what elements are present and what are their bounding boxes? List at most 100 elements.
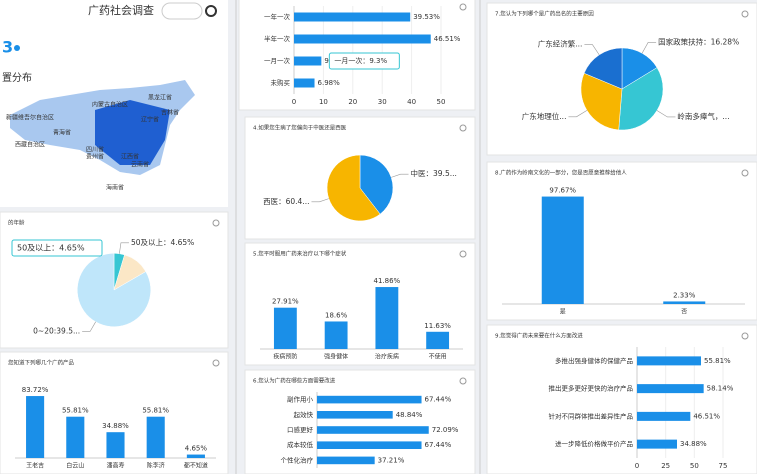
pie-slice	[77, 253, 151, 327]
value-label: 72.09%	[432, 426, 459, 434]
slice-label: 广东地理位...	[522, 111, 567, 121]
map-title: 置分布	[2, 72, 32, 84]
leader-line	[656, 110, 676, 118]
value-label: 48.84%	[396, 411, 423, 419]
bar	[637, 411, 691, 421]
bar	[106, 432, 125, 458]
value-label: 6.98%	[318, 79, 341, 87]
value-label: 37.21%	[378, 456, 405, 464]
leader-line	[584, 44, 600, 56]
slice-label: 国家政策扶持：16.28%	[658, 36, 739, 46]
value-label: 55.81%	[62, 407, 89, 415]
value-label: 55.81%	[704, 357, 731, 365]
value-label: 11.63%	[424, 322, 451, 330]
y-tick-label: 成本较低	[287, 440, 314, 449]
leader-line	[311, 198, 329, 203]
map-label: 辽宁省	[141, 116, 159, 124]
bar	[294, 34, 431, 44]
value-label: 18.6%	[325, 311, 348, 319]
panel-icon	[459, 3, 467, 11]
menu-button[interactable]	[161, 2, 203, 20]
value-label: 27.91%	[272, 298, 299, 306]
bar	[317, 395, 422, 404]
y-tick-label: 一月一次	[264, 56, 291, 65]
panel-icon	[741, 10, 749, 18]
top-bar	[0, 0, 228, 22]
bar	[317, 441, 422, 449]
bar	[146, 416, 165, 458]
x-tick-label: 30	[378, 98, 387, 106]
map-label: 新疆维吾尔自治区	[6, 114, 54, 122]
panel-icon	[212, 359, 220, 367]
value-label: 58.14%	[707, 385, 734, 393]
chart-title: 的年龄	[8, 219, 25, 227]
x-tick-label: 白云山	[66, 462, 84, 470]
y-tick-label: 副作用小	[287, 395, 314, 404]
slice-label: 0~20:39.5...	[33, 326, 80, 335]
map-label: 贵州省	[86, 153, 104, 161]
map-label: 海南省	[106, 184, 124, 192]
value-label: 97.67%	[549, 187, 576, 195]
x-tick-label: 否	[681, 309, 687, 316]
tooltip-box	[11, 239, 103, 257]
y-tick-label: 个性化治疗	[281, 455, 314, 464]
chart-title: 7.您认为下列哪个是广药出名的主要原因	[495, 10, 594, 18]
x-tick-label: 治疗疾病	[375, 353, 399, 361]
bar	[294, 78, 315, 88]
x-tick-label: 50	[690, 462, 699, 470]
value-label: 46.51%	[693, 412, 720, 420]
map-label: 江西省	[121, 153, 139, 161]
bar	[186, 454, 205, 458]
chart-title: 4.如果您生病了您偏向于中医还是西医	[253, 124, 347, 132]
tooltip: 50及以上：4.65%	[17, 244, 85, 253]
x-tick-label: 都不知道	[184, 462, 208, 470]
value-label: 4.65%	[185, 445, 208, 453]
slice-label: 中医：39.5...	[411, 168, 457, 178]
x-tick-label: 40	[407, 98, 416, 106]
map-label: 西藏自治区	[15, 141, 45, 149]
map-highlight	[95, 100, 170, 165]
value-label: 41.86%	[374, 277, 401, 285]
y-tick-label: 针对不同群体推出差异性产品	[549, 411, 634, 420]
chart-panel	[486, 324, 757, 474]
bar	[637, 384, 704, 394]
bar	[375, 287, 399, 349]
value-label: 2.33%	[673, 291, 696, 299]
value-label: 34.88%	[680, 440, 707, 448]
panel-icon	[741, 169, 749, 177]
bar	[541, 196, 584, 304]
x-tick-label: 强身健体	[324, 353, 348, 361]
leader-line	[568, 110, 588, 118]
x-tick-label: 50	[437, 98, 446, 106]
value-label: 46.51%	[434, 35, 461, 43]
tooltip-box	[328, 52, 400, 70]
chart-title: 您知道下列哪几个广药产品	[8, 359, 75, 367]
panel-icon	[459, 124, 467, 132]
chart-title: 9.您觉得广药未来要在什么方面改进	[495, 332, 583, 340]
bar	[637, 439, 677, 449]
pie-slice	[618, 67, 664, 131]
close-button[interactable]	[205, 5, 217, 17]
bar	[294, 12, 411, 22]
y-tick-label: 半年一次	[264, 34, 291, 43]
x-tick-label: 20	[348, 98, 357, 106]
leader-line	[641, 42, 657, 54]
panel-icon	[459, 250, 467, 258]
x-tick-label: 是	[560, 309, 566, 316]
count-icon	[14, 45, 20, 51]
x-tick-label: 陈李济	[147, 462, 165, 470]
value-label: 39.53%	[413, 13, 440, 21]
panel-icon	[741, 332, 749, 340]
bar	[637, 356, 701, 366]
x-tick-label: 25	[661, 462, 670, 470]
slice-label: 岭南多瘴气，...	[677, 111, 729, 121]
app-title: 广药社会调查	[88, 3, 154, 17]
y-tick-label: 推出更多更好更快的治疗产品	[549, 384, 634, 393]
leader-line	[119, 242, 129, 254]
slice-label: 广东经济繁...	[538, 39, 583, 49]
y-tick-label: 未购买	[271, 78, 291, 87]
chart-title: 5.您平时服用广药来治疗以下哪个症状	[253, 250, 347, 258]
bar	[294, 56, 322, 66]
